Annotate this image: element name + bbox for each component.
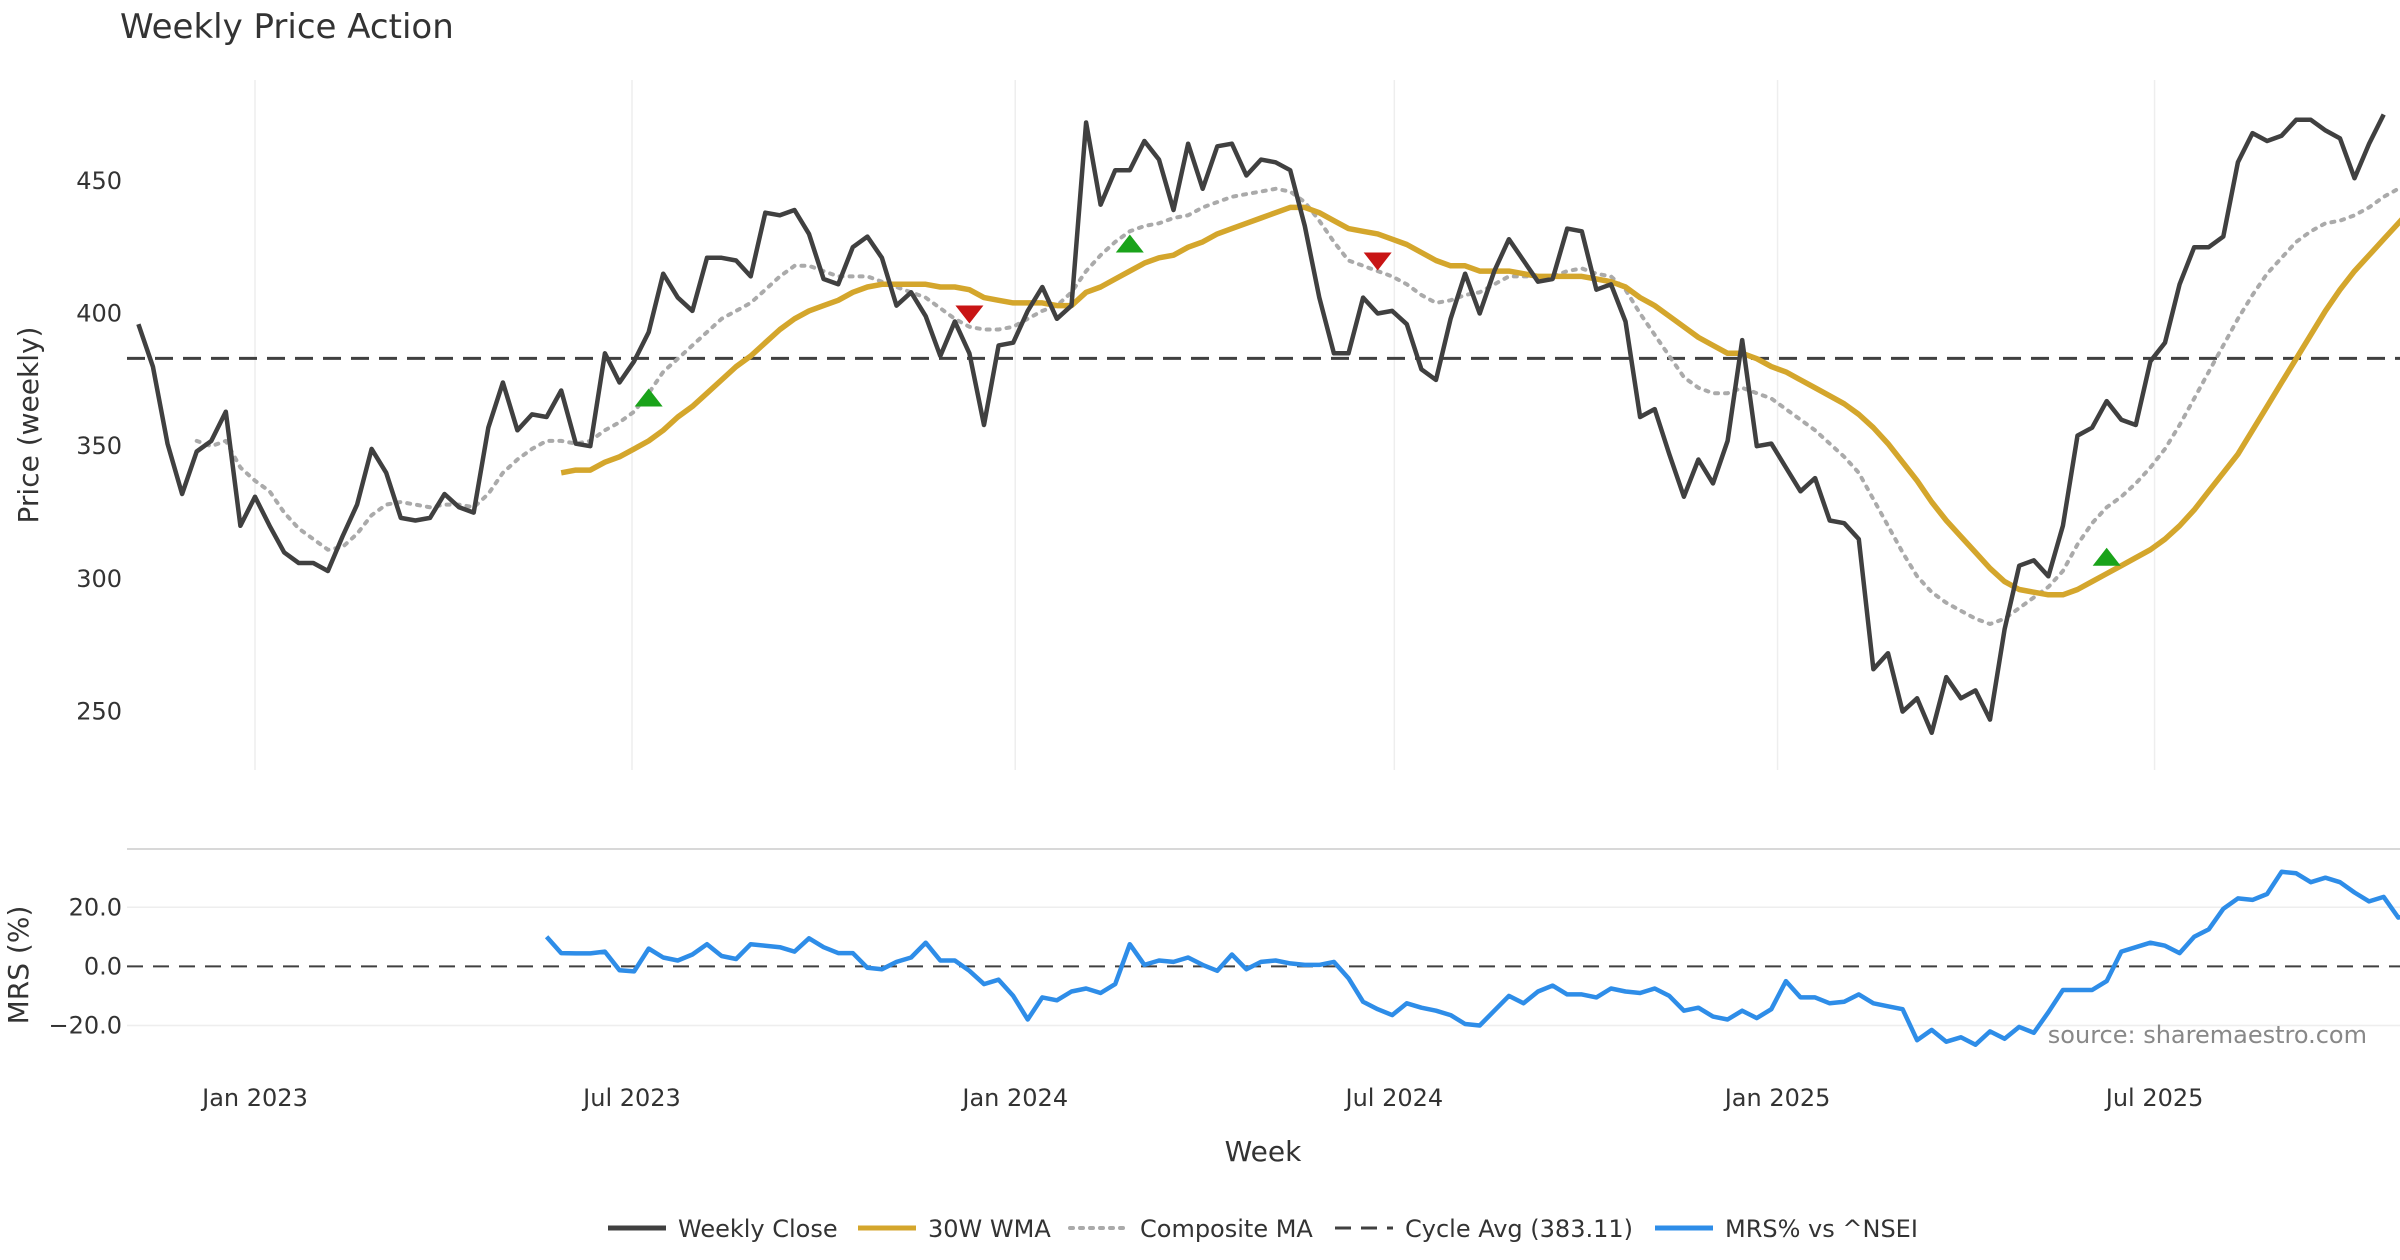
series-composite-ma [194,186,2400,626]
legend-item: Cycle Avg (383.11) [1335,1215,1633,1243]
buy-signal-marker [2092,547,2121,566]
x-tick-label: Jan 2023 [200,1084,308,1112]
mrs-series [544,869,2400,1047]
x-axis-title: Week [1225,1135,1302,1168]
price-y-tick-label: 450 [76,167,122,195]
signal-markers [634,234,2121,566]
x-tick-label: Jul 2023 [581,1084,681,1112]
legend-label: Cycle Avg (383.11) [1405,1215,1633,1243]
sell-signal-marker [955,305,984,324]
buy-signal-marker [1115,234,1144,253]
price-y-axis-title: Price (weekly) [12,327,45,524]
legend: Weekly Close 30W WMA Composite MA Cycle Avg… [608,1215,1918,1243]
legend-label: 30W WMA [928,1215,1051,1243]
price-series [136,113,2400,736]
x-tick-label: Jan 2025 [1723,1084,1831,1112]
source-note: source: sharemaestro.com [2048,1021,2367,1049]
legend-label: Weekly Close [678,1215,838,1243]
x-axis-ticks: Jan 2023 Jul 2023 Jan 2024 Jul 2024 Jan 2025… [200,1084,2203,1112]
series-weekly-close [136,113,2386,736]
mrs-y-tick-label: −20.0 [48,1011,122,1039]
x-tick-label: Jan 2024 [960,1084,1068,1112]
legend-label: Composite MA [1140,1215,1313,1243]
legend-item: 30W WMA [858,1215,1051,1243]
mrs-y-tick-label: 0.0 [84,952,122,980]
legend-item: MRS% vs ^NSEI [1655,1215,1918,1243]
price-grid [254,80,2156,770]
legend-item: Weekly Close [608,1215,838,1243]
chart-title: Weekly Price Action [120,7,454,47]
sell-signal-marker [1363,252,1392,271]
price-y-tick-label: 300 [76,565,122,593]
price-y-tick-label: 400 [76,300,122,328]
series-30w-wma [560,204,2400,598]
series-mrs-vs-nsei [544,869,2400,1047]
legend-label: MRS% vs ^NSEI [1725,1215,1918,1243]
legend-item: Composite MA [1068,1215,1313,1243]
buy-signal-marker [634,388,663,407]
x-tick-label: Jul 2025 [2104,1084,2204,1112]
price-y-tick-label: 250 [76,698,122,726]
price-y-tick-label: 350 [76,432,122,460]
mrs-y-axis-title: MRS (%) [2,906,35,1025]
mrs-y-ticks: −20.0 0.0 20.0 [48,893,122,1039]
x-tick-label: Jul 2024 [1343,1084,1443,1112]
price-y-ticks: 250 300 350 400 450 [76,167,122,726]
mrs-y-tick-label: 20.0 [69,893,122,921]
